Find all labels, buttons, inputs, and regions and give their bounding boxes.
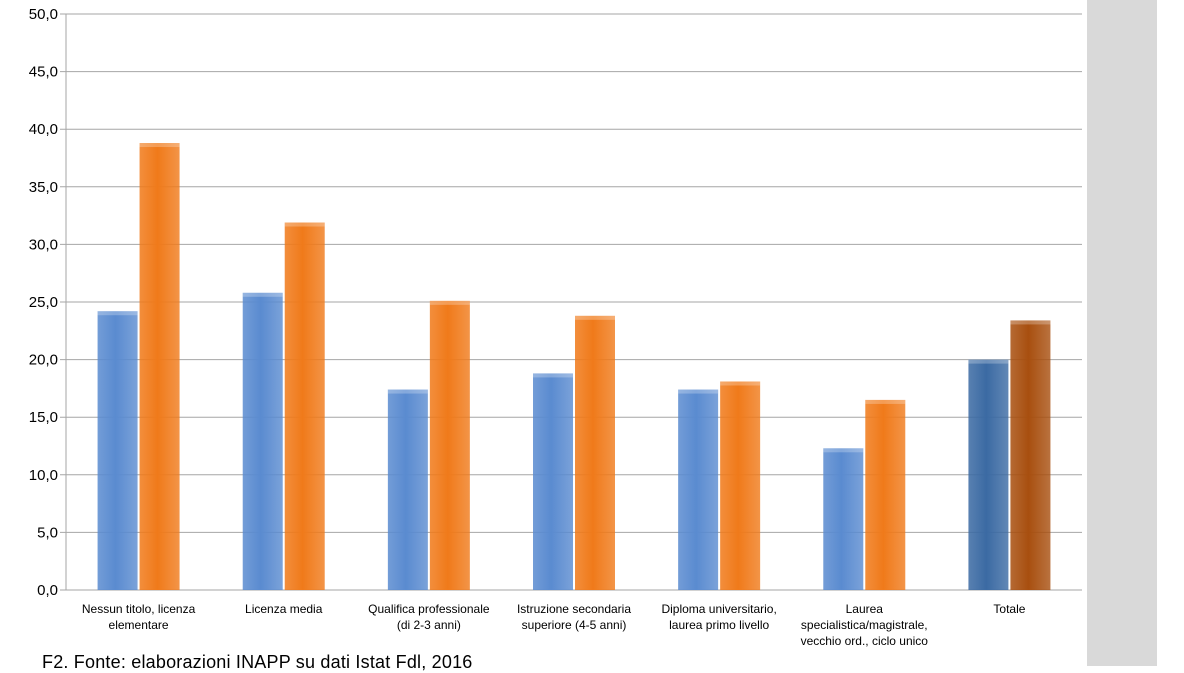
bar-bevel — [720, 381, 761, 386]
bar-bevel — [387, 389, 428, 394]
figure-caption: F2. Fonte: elaborazioni INAPP su dati Is… — [42, 652, 473, 672]
bar-series1-cat7 — [968, 359, 1009, 590]
x-tick-label: Diploma universitario, — [661, 602, 776, 616]
bar-bevel — [1010, 320, 1051, 325]
bars — [97, 143, 1051, 591]
bar-series2-cat4 — [575, 315, 615, 590]
bar-series1-cat3 — [387, 389, 428, 590]
y-tick-label: 15,0 — [29, 409, 58, 426]
bar-bevel — [429, 300, 470, 305]
bar-series1-cat1 — [97, 311, 138, 590]
y-tick-label: 10,0 — [29, 467, 58, 484]
y-tick-label: 0,0 — [37, 582, 58, 599]
bar-bevel — [575, 315, 615, 320]
bar-bevel — [823, 448, 864, 453]
bar-series2-cat6 — [865, 399, 906, 590]
bar-series2-cat7 — [1010, 320, 1051, 590]
bar-series1-cat4 — [533, 373, 573, 590]
y-axis-ticks: 0,0 5,0 10,0 15,0 20,0 25,0 30,0 35,0 40,0 45,0 50… — [29, 6, 58, 599]
x-tick-label: (di 2-3 anni) — [397, 618, 461, 632]
bar-bevel — [865, 399, 906, 404]
x-tick-label: elementare — [109, 618, 169, 632]
y-tick-label: 25,0 — [29, 294, 58, 311]
bar-series1-cat5 — [678, 389, 719, 590]
x-tick-label: superiore (4-5 anni) — [522, 618, 627, 632]
y-tick-label: 45,0 — [29, 64, 58, 81]
bar-bevel — [284, 222, 325, 227]
y-tick-label: 30,0 — [29, 236, 58, 253]
x-tick-label: Licenza media — [245, 602, 323, 616]
y-tick-label: 5,0 — [37, 524, 58, 541]
x-tick-label: specialistica/magistrale, — [801, 618, 928, 632]
x-axis-labels: Nessun titolo, licenza elementare Licenza … — [82, 602, 1026, 648]
bar-bevel — [139, 143, 180, 148]
bar-series2-cat5 — [720, 381, 761, 590]
x-tick-label: Nessun titolo, licenza — [82, 602, 196, 616]
side-panel-strip — [1087, 0, 1157, 666]
bar-series2-cat2 — [284, 222, 325, 590]
x-tick-label: Qualifica professionale — [368, 602, 490, 616]
y-tick-label: 50,0 — [29, 6, 58, 23]
x-tick-label: Istruzione secondaria — [517, 602, 631, 616]
x-tick-label: laurea primo livello — [669, 618, 769, 632]
bar-series2-cat3 — [429, 300, 470, 590]
y-tick-label: 35,0 — [29, 179, 58, 196]
y-tick-label: 20,0 — [29, 352, 58, 369]
x-tick-label: Laurea — [846, 602, 884, 616]
y-tick-label: 40,0 — [29, 121, 58, 138]
bar-series1-cat2 — [242, 292, 283, 590]
bar-bevel — [678, 389, 719, 394]
x-tick-label: vecchio ord., ciclo unico — [801, 634, 929, 648]
x-tick-label: Totale — [993, 602, 1025, 616]
bar-series1-cat6 — [823, 448, 864, 590]
bar-series2-cat1 — [139, 143, 180, 591]
bar-bevel — [968, 359, 1009, 364]
bar-bevel — [242, 292, 283, 297]
bar-bevel — [97, 311, 138, 316]
bar-bevel — [533, 373, 573, 378]
